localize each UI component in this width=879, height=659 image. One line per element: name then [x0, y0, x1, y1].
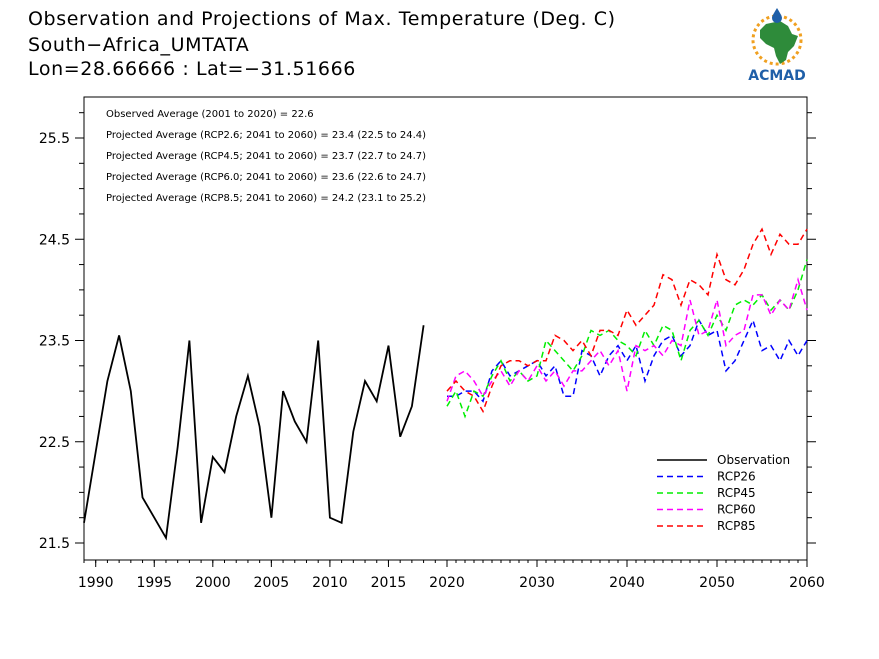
water-drop-icon: [772, 8, 782, 23]
x-tick-label: 2000: [195, 575, 231, 591]
series-line-rcp45: [446, 259, 808, 419]
series-lines: [83, 227, 808, 541]
series-line-observation: [83, 325, 425, 541]
x-axis: 1990 1995 2000 2005 2010 2015 2020 2030 2040 2050…: [78, 560, 825, 591]
y-axis: 21.5 22.5 23.5 24.5 25.5: [39, 112, 816, 552]
legend-label: RCP26: [717, 470, 756, 484]
series-line-rcp26: [447, 318, 808, 403]
annotation-text: Projected Average (RCP8.5; 2041 to 2060)…: [106, 193, 426, 204]
x-tick-label: 2050: [699, 575, 735, 591]
station-coordinates: Lon=28.66666 : Lat=−31.51666: [28, 58, 356, 80]
legend: Observation RCP26 RCP45 RCP60 RCP85: [657, 453, 790, 533]
legend-label: RCP45: [717, 486, 756, 500]
x-tick-label: 2040: [609, 575, 645, 591]
legend-label: RCP60: [717, 503, 756, 517]
annotation-text: Observed Average (2001 to 2020) = 22.6: [106, 109, 314, 120]
series-line-rcp85: [446, 227, 808, 414]
x-tick-label: 2060: [789, 575, 825, 591]
logo-text: ACMAD: [748, 68, 806, 84]
annotation-text: Projected Average (RCP4.5; 2041 to 2060)…: [106, 151, 426, 162]
legend-label: RCP85: [717, 519, 756, 533]
chart-annotations: Observed Average (2001 to 2020) = 22.6 Pr…: [106, 109, 426, 204]
series-line-rcp60: [446, 277, 808, 402]
chart-title: Observation and Projections of Max. Temp…: [28, 8, 616, 30]
acmad-logo: ACMAD: [748, 8, 806, 84]
plot-frame: [83, 96, 808, 561]
africa-map-icon: [760, 21, 798, 64]
y-tick-label: 23.5: [39, 334, 70, 350]
x-tick-label: 2005: [254, 575, 290, 591]
x-tick-label: 2015: [371, 575, 407, 591]
x-tick-label: 1990: [78, 575, 114, 591]
annotation-text: Projected Average (RCP6.0; 2041 to 2060)…: [106, 172, 426, 183]
x-tick-label: 1995: [136, 575, 172, 591]
x-tick-label: 2020: [429, 575, 465, 591]
annotation-text: Projected Average (RCP2.6; 2041 to 2060)…: [106, 130, 426, 141]
y-tick-label: 22.5: [39, 435, 70, 451]
sun-rays-icon: [751, 14, 803, 66]
x-tick-label: 2010: [312, 575, 348, 591]
y-tick-label: 21.5: [39, 536, 70, 552]
x-tick-label: 2030: [519, 575, 555, 591]
y-tick-label: 25.5: [39, 131, 70, 147]
legend-label: Observation: [717, 453, 790, 467]
y-tick-label: 24.5: [39, 232, 70, 248]
station-name: South−Africa_UMTATA: [28, 34, 250, 56]
